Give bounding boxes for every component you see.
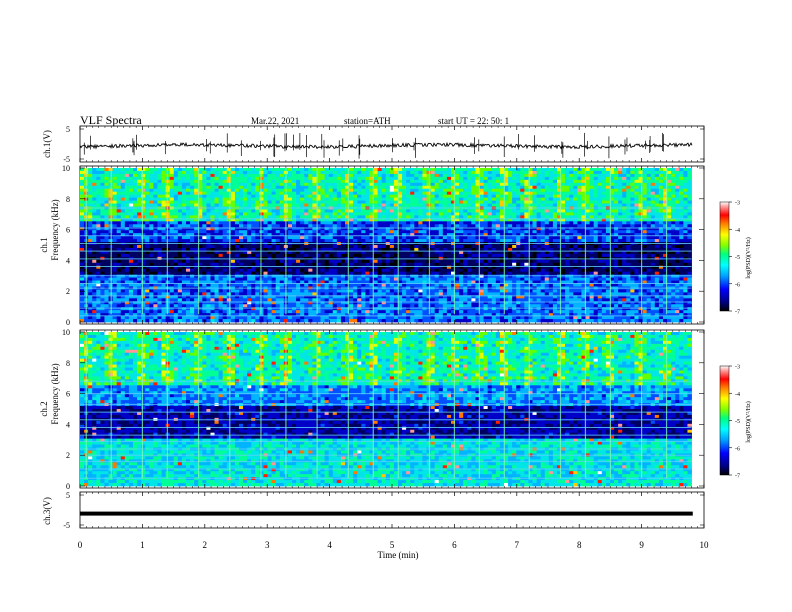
ch3-ylabel: ch.3(V)	[42, 497, 52, 525]
x-tick-label: 8	[577, 540, 582, 550]
ch2-colorbar: log(PSD)(V²/Hz) -3 -4 -5 -6 -7	[719, 365, 752, 480]
y-tick-label: -5	[63, 521, 70, 530]
ch1-spec-ylabel-top: ch.1	[39, 237, 49, 252]
y-tick-label: -5	[63, 155, 70, 164]
y-tick-label: 5	[66, 491, 70, 500]
x-tick-label: 1	[140, 540, 145, 550]
y-tick-label: 0	[66, 318, 70, 327]
colorbar-tick-label: -5	[735, 419, 740, 425]
figure-title: VLF Spectra	[80, 113, 142, 127]
ch2-spec-ylabel: Frequency (kHz)	[50, 363, 60, 424]
ch1-colorbar-label: log(PSD)(V²/Hz)	[745, 237, 752, 278]
y-tick-label: 4	[66, 256, 70, 265]
ch1-waveform-spikes	[83, 132, 664, 159]
ch1-waveform-trace	[79, 141, 693, 150]
ch2-colorbar-ticks: -3 -4 -5 -6 -7	[729, 365, 740, 480]
station-label: station=ATH	[344, 116, 391, 126]
colorbar-tick-label: -3	[735, 201, 740, 207]
y-tick-label: 5	[66, 125, 70, 134]
colorbar-tick-label: -4	[735, 392, 740, 398]
y-tick-label: 0	[66, 482, 70, 491]
y-tick-label: 2	[66, 287, 70, 296]
ch3-waveform-trace	[80, 511, 693, 516]
x-axis-label: Time (min)	[378, 550, 419, 560]
colorbar-tick-label: -5	[735, 255, 740, 261]
x-tick-label: 10	[700, 540, 710, 550]
y-tick-label: 10	[62, 164, 70, 173]
x-tick-label: 7	[515, 540, 520, 550]
x-tick-label: 4	[327, 540, 332, 550]
x-tick-label: 6	[452, 540, 457, 550]
ch1-colorbar-ticks: -3 -4 -5 -6 -7	[729, 201, 740, 316]
ch2-colorbar-label: log(PSD)(V²/Hz)	[745, 401, 752, 442]
ch1-spectrogram-image	[80, 168, 692, 323]
colorbar-tick-label: -6	[735, 282, 740, 288]
x-axis-ticks: 0 1 2 3 4 5 6 7 8 9 10	[78, 126, 709, 550]
colorbar-tick-label: -6	[735, 446, 740, 452]
ch3-waveform-frame	[79, 491, 705, 529]
date-label: Mar.22, 2021	[251, 116, 299, 126]
start-time-label: start UT = 22: 50: 1	[438, 116, 509, 126]
ch2-spectrogram-image	[80, 332, 692, 487]
colorbar-tick-label: -3	[735, 365, 740, 371]
colorbar-tick-label: -7	[735, 474, 740, 480]
x-tick-label: 0	[78, 540, 83, 550]
y-tick-label: 8	[66, 359, 70, 368]
x-tick-label: 3	[265, 540, 270, 550]
y-tick-label: 6	[66, 226, 70, 235]
ch1-spec-ylabel: Frequency (kHz)	[50, 199, 60, 260]
y-tick-label: 4	[66, 420, 70, 429]
y-tick-label: 8	[66, 195, 70, 204]
ch1-colorbar: log(PSD)(V²/Hz) -3 -4 -5 -6 -7	[719, 201, 752, 316]
y-tick-label: 10	[62, 328, 70, 337]
ch1-ylabel: ch.1(V)	[42, 130, 52, 158]
y-tick-label: 2	[66, 451, 70, 460]
colorbar-tick-label: -4	[735, 228, 740, 234]
x-tick-label: 2	[203, 540, 208, 550]
y-tick-label: 6	[66, 390, 70, 399]
colorbar-tick-label: -7	[735, 310, 740, 316]
ch2-spec-ylabel-top: ch.2	[39, 401, 49, 416]
x-tick-label: 9	[639, 540, 644, 550]
x-tick-label: 5	[390, 540, 395, 550]
